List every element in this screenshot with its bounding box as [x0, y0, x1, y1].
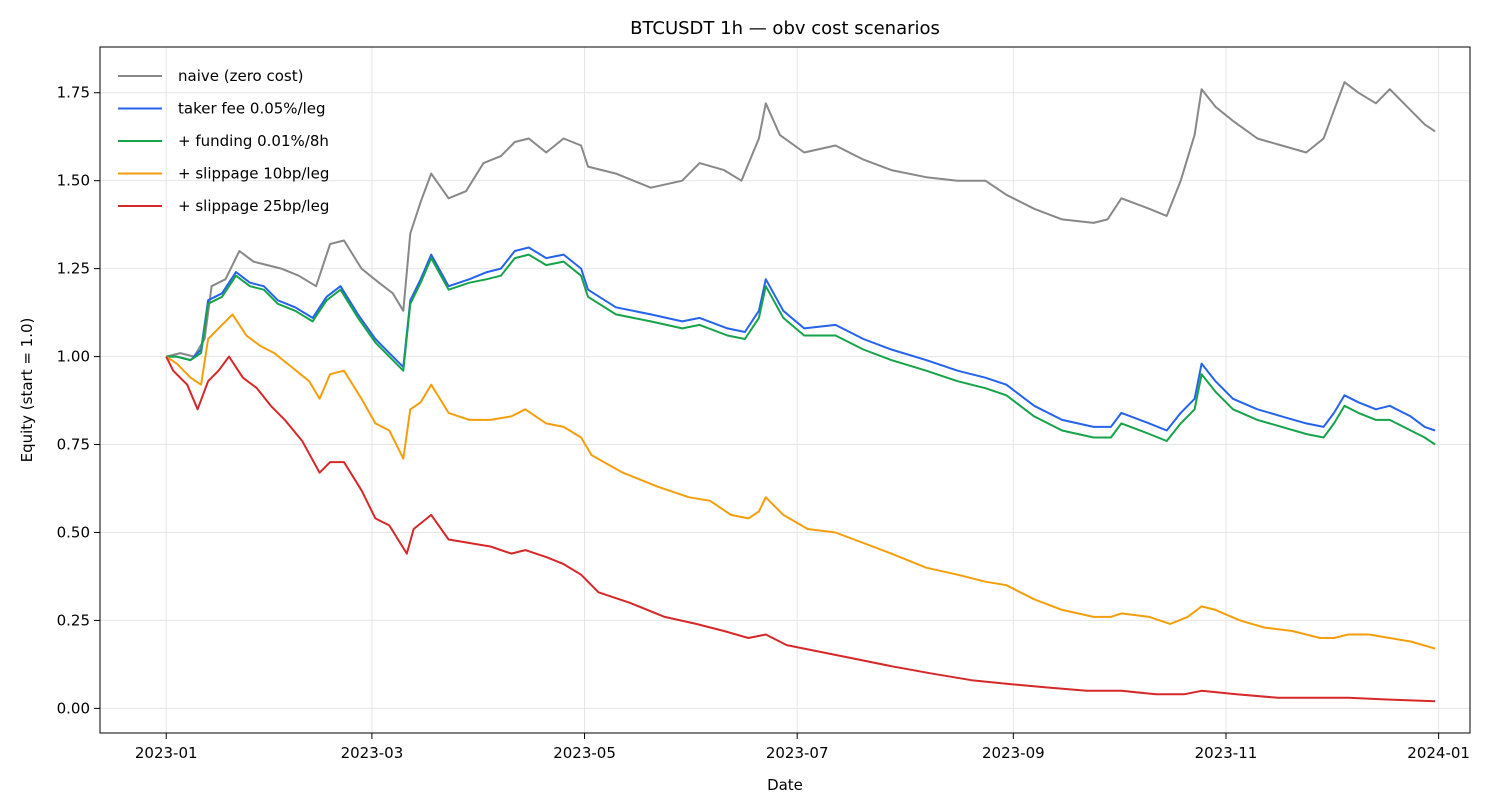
grid	[100, 47, 1470, 733]
x-tick-label: 2023-05	[553, 744, 616, 762]
series-line-3	[165, 313, 1436, 650]
y-tick-label: 0.25	[57, 611, 90, 629]
y-tick-label: 0.75	[57, 436, 90, 454]
y-tick-label: 1.00	[57, 348, 90, 366]
x-tick-label: 2023-07	[766, 744, 829, 762]
series-layer	[165, 81, 1436, 703]
x-axis-label: Date	[767, 776, 803, 794]
x-tick-label: 2023-09	[982, 744, 1045, 762]
x-tick-label: 2023-11	[1195, 744, 1258, 762]
legend-entry-4: + slippage 25bp/leg	[178, 197, 329, 215]
series-line-1	[166, 246, 1436, 432]
y-axis: 0.00 0.25 0.50 0.75 1.00 1.25 1.50 1.75	[57, 84, 100, 717]
chart-title: BTCUSDT 1h — obv cost scenarios	[630, 18, 940, 39]
y-tick-label: 0.50	[57, 523, 90, 541]
plot-frame	[99, 46, 1471, 734]
y-tick-label: 1.50	[57, 172, 90, 190]
legend-entry-1: taker fee 0.05%/leg	[178, 100, 326, 118]
y-tick-label: 1.25	[57, 260, 90, 278]
legend: naive (zero cost) taker fee 0.05%/leg + fu…	[118, 67, 329, 215]
y-tick-label: 1.75	[57, 84, 90, 102]
series-line-2	[166, 253, 1436, 446]
x-tick-label: 2024-01	[1407, 744, 1470, 762]
y-tick-label: 0.00	[57, 699, 90, 717]
y-axis-label: Equity (start = 1.0)	[18, 318, 36, 463]
legend-entry-3: + slippage 10bp/leg	[178, 165, 329, 183]
series-line-0	[165, 81, 1436, 358]
series-line-4	[165, 355, 1436, 703]
x-axis: 2023-01 2023-03 2023-05 2023-07 2023-09 2023-…	[135, 733, 1470, 762]
x-tick-label: 2023-01	[135, 744, 198, 762]
x-tick-label: 2023-03	[341, 744, 404, 762]
legend-entry-2: + funding 0.01%/8h	[178, 132, 329, 150]
legend-entry-0: naive (zero cost)	[178, 67, 303, 85]
